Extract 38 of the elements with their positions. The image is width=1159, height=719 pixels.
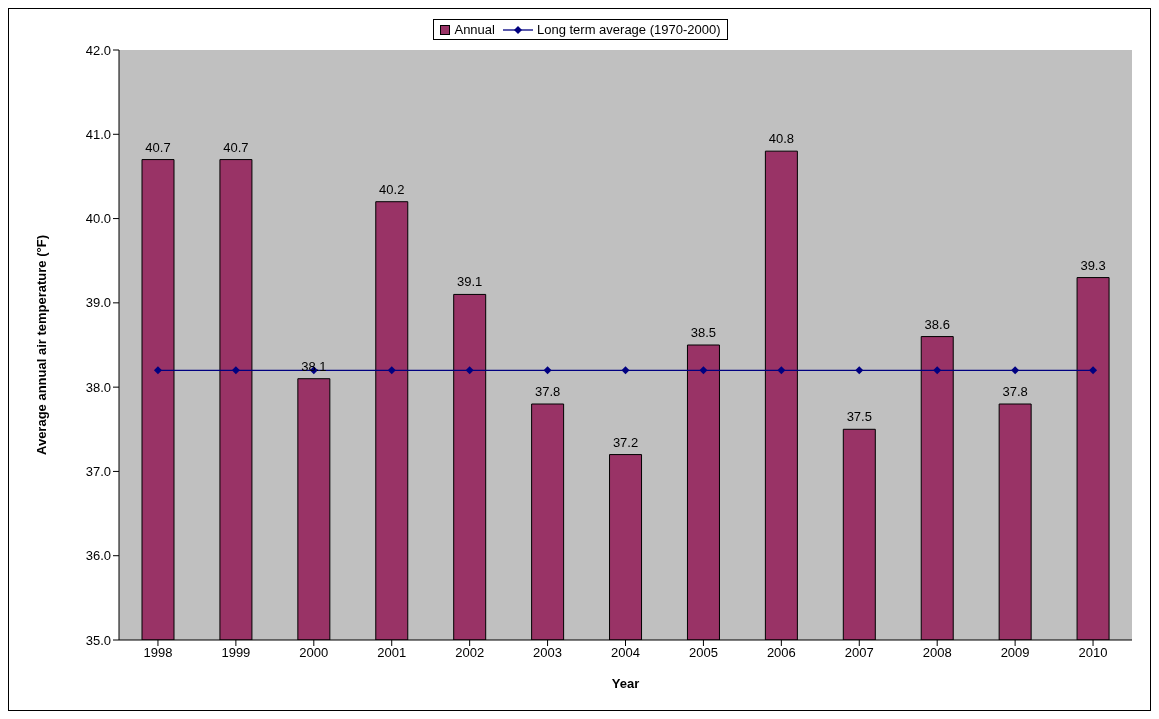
y-tick-label: 39.0: [85, 295, 111, 311]
data-label: 38.5: [690, 325, 717, 340]
y-axis-title: Average annual air temperature (°F): [33, 234, 49, 456]
y-tick-label: 35.0: [85, 632, 111, 648]
data-label: 37.2: [612, 434, 639, 450]
data-label: 40.7: [145, 139, 171, 155]
data-label: 37.5: [846, 409, 872, 425]
x-tick-label: 2001: [377, 645, 407, 661]
data-label: 37.8: [1002, 384, 1028, 399]
y-tick-label: 38.0: [85, 379, 111, 395]
x-tick-label: 1998: [143, 645, 173, 661]
legend-label: Long term average (1970-2000): [535, 22, 721, 37]
x-tick-label: 2005: [688, 645, 718, 661]
data-label: 40.7: [223, 139, 249, 155]
x-tick-label: 1999: [221, 645, 251, 661]
data-label: 40.8: [768, 131, 795, 147]
x-tick-label: 2009: [1000, 645, 1030, 661]
data-label: 40.2: [379, 181, 405, 197]
data-label: 39.1: [457, 274, 483, 290]
legend-label: Annual: [453, 22, 495, 37]
x-tick-label: 2002: [455, 645, 485, 661]
y-tick-label: 40.0: [85, 211, 111, 227]
x-axis-title: Year: [611, 676, 640, 691]
y-tick-label: 36.0: [85, 548, 111, 564]
data-label: 38.1: [301, 358, 327, 374]
y-tick-label: 42.0: [85, 42, 111, 58]
y-tick-label: 37.0: [85, 464, 111, 480]
data-label: 38.6: [924, 316, 950, 332]
x-tick-label: 2000: [299, 645, 329, 661]
x-tick-label: 2008: [922, 645, 952, 661]
x-tick-label: 2006: [766, 645, 796, 661]
data-label: 39.3: [1080, 257, 1106, 273]
x-tick-label: 2004: [611, 645, 640, 661]
x-tick-label: 2003: [533, 645, 563, 661]
x-tick-label: 2010: [1078, 645, 1108, 661]
x-tick-label: 2007: [844, 645, 874, 661]
data-label: 37.8: [534, 384, 561, 399]
y-tick-label: 41.0: [85, 126, 111, 142]
